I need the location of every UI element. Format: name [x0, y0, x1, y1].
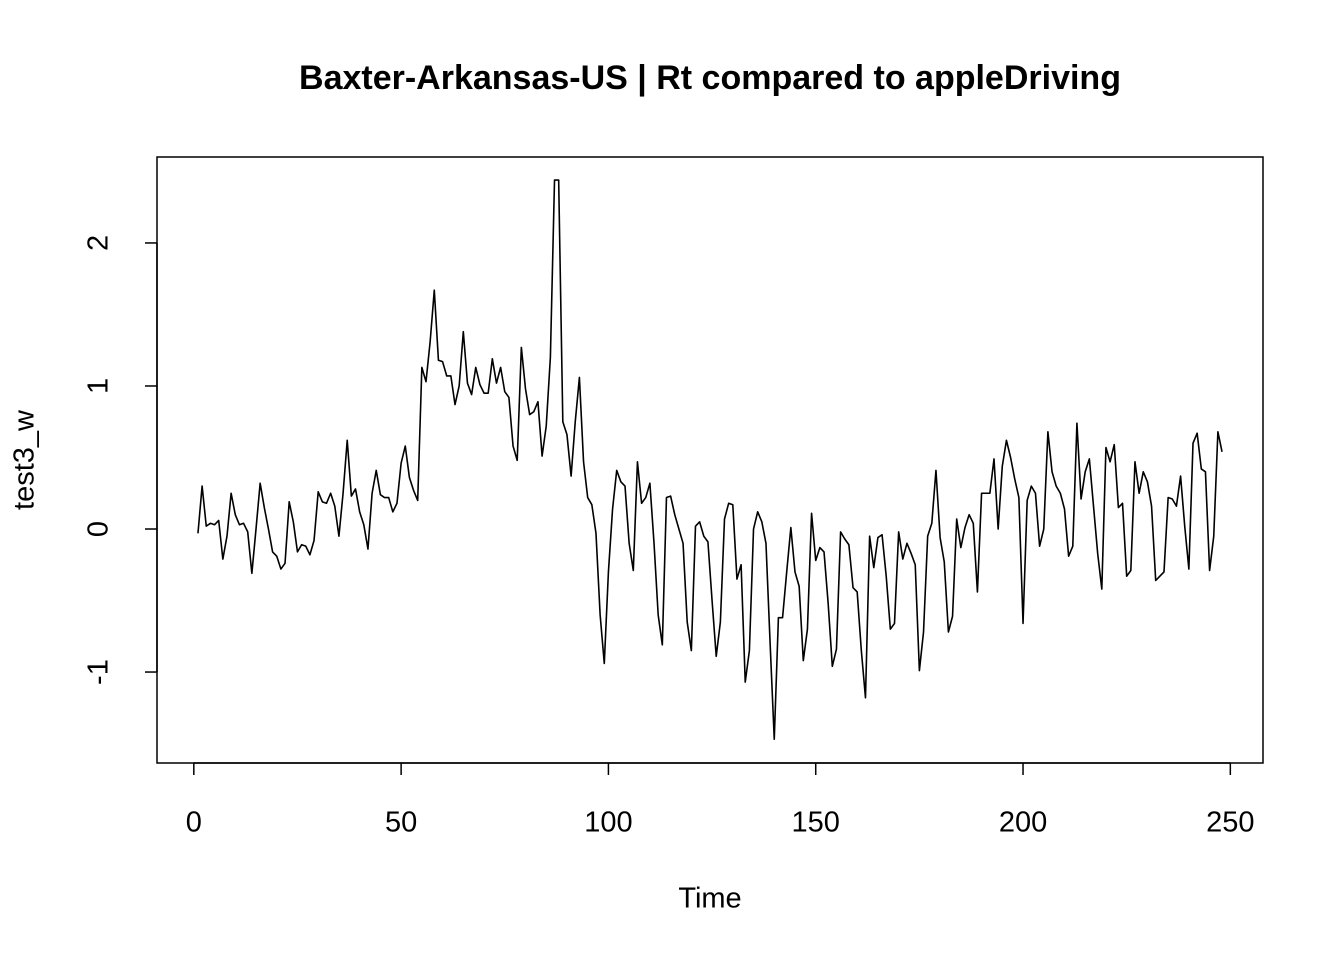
chart-title: Baxter-Arkansas-US | Rt compared to appl…: [299, 59, 1121, 97]
y-tick-label: -1: [83, 659, 115, 685]
plot-box: [156, 156, 1264, 764]
y-tick-label: 0: [83, 521, 115, 537]
x-tick-label: 50: [385, 807, 417, 839]
x-tick-label: 200: [999, 807, 1047, 839]
x-tick-label: 0: [186, 807, 202, 839]
x-tick-label: 100: [584, 807, 632, 839]
x-tick-label: 250: [1206, 807, 1254, 839]
y-tick-label: 1: [83, 378, 115, 394]
y-tick-label: 2: [83, 235, 115, 251]
series-line: [197, 179, 1223, 741]
y-axis-label: test3_w: [9, 409, 41, 510]
x-tick-label: 150: [792, 807, 840, 839]
x-axis-label: Time: [678, 883, 741, 915]
